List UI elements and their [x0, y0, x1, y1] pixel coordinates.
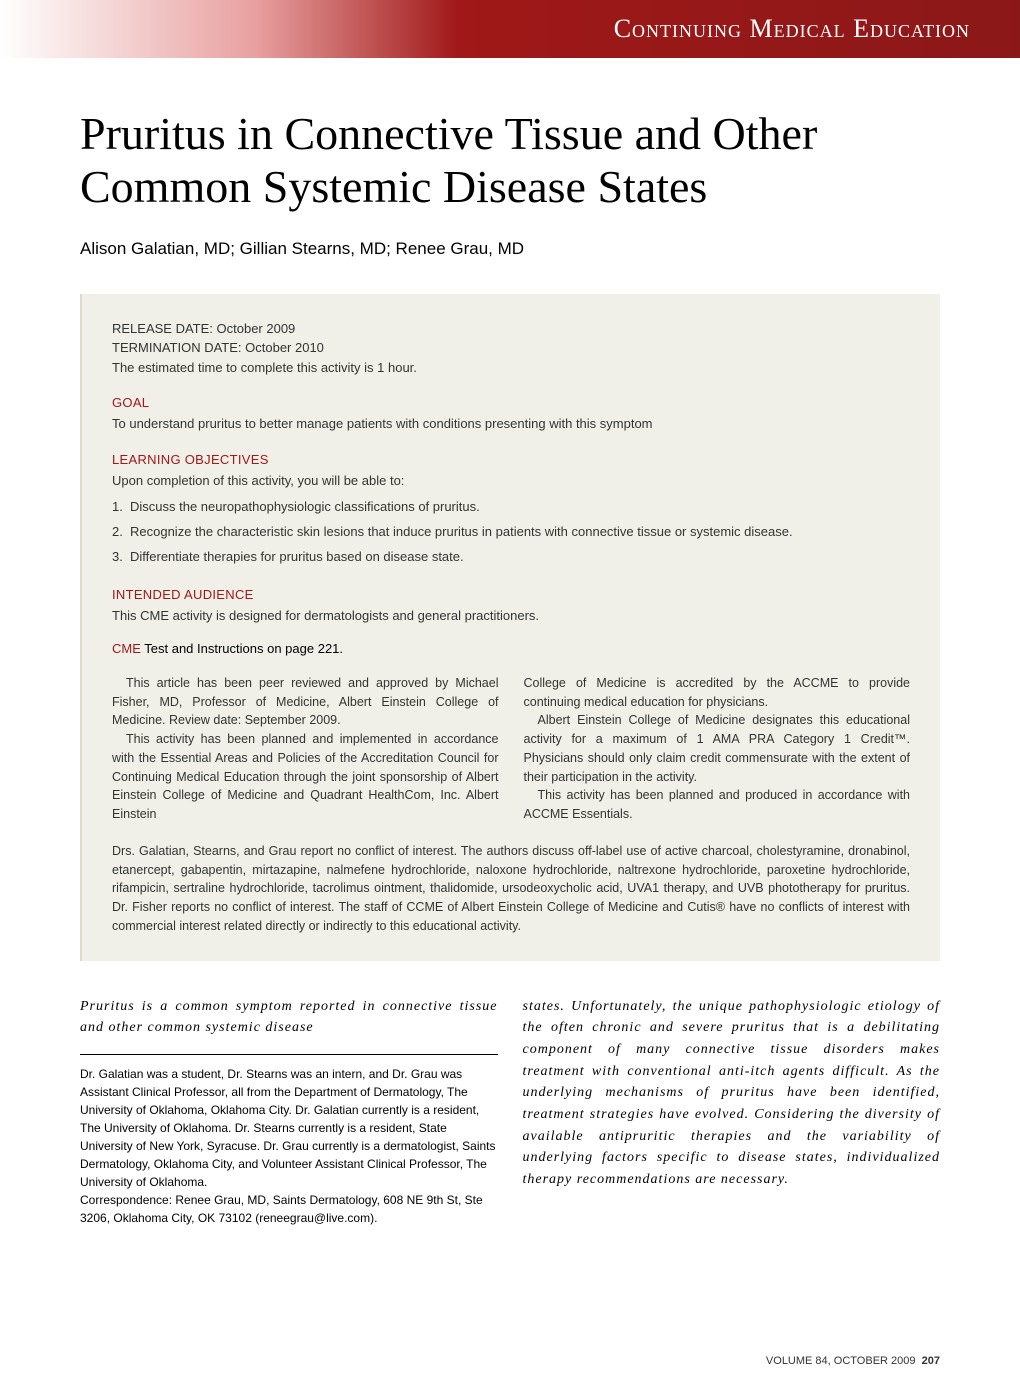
abstract-right-column: states. Unfortunately, the unique pathop… [523, 996, 941, 1227]
objective-item: 3.Differentiate therapies for pruritus b… [112, 545, 910, 570]
learning-objectives-heading: LEARNING OBJECTIVES [112, 452, 910, 467]
authors: Alison Galatian, MD; Gillian Stearns, MD… [80, 239, 940, 259]
accreditation-para: This activity has been planned and produ… [524, 786, 911, 824]
abstract-left-column: Pruritus is a common symptom reported in… [80, 996, 498, 1227]
cme-test-link: CME Test and Instructions on page 221. [112, 641, 910, 656]
cme-info-box: RELEASE DATE: October 2009 TERMINATION D… [80, 294, 940, 961]
accreditation-columns: This article has been peer reviewed and … [112, 674, 910, 824]
abstract-text-right: states. Unfortunately, the unique pathop… [523, 996, 941, 1191]
objective-item: 2.Recognize the characteristic skin lesi… [112, 520, 910, 545]
correspondence-text: Correspondence: Renee Grau, MD, Saints D… [80, 1191, 498, 1227]
intended-audience-heading: INTENDED AUDIENCE [112, 587, 910, 602]
volume-info: VOLUME 84, OCTOBER 2009 [766, 1355, 916, 1367]
abstract-text-left: Pruritus is a common symptom reported in… [80, 996, 498, 1039]
release-date: RELEASE DATE: October 2009 [112, 319, 910, 339]
accreditation-para: Albert Einstein College of Medicine desi… [524, 711, 911, 786]
accreditation-left: This article has been peer reviewed and … [112, 674, 499, 824]
objectives-list: 1.Discuss the neuropathophysiologic clas… [112, 495, 910, 569]
goal-heading: GOAL [112, 395, 910, 410]
learning-objectives-intro: Upon completion of this activity, you wi… [112, 471, 910, 491]
accreditation-para: This article has been peer reviewed and … [112, 674, 499, 730]
accreditation-para: College of Medicine is accredited by the… [524, 674, 911, 712]
affiliation-text: Dr. Galatian was a student, Dr. Stearns … [80, 1065, 498, 1191]
goal-text: To understand pruritus to better manage … [112, 414, 910, 434]
main-content: Pruritus in Connective Tissue and Other … [0, 108, 1020, 1227]
banner-title: Continuing Medical Education [614, 14, 970, 44]
objective-item: 1.Discuss the neuropathophysiologic clas… [112, 495, 910, 520]
divider [80, 1054, 498, 1055]
disclosure-text: Drs. Galatian, Stearns, and Grau report … [112, 842, 910, 936]
banner: Continuing Medical Education [0, 0, 1020, 58]
cme-label: CME [112, 641, 141, 656]
abstract-section: Pruritus is a common symptom reported in… [80, 996, 940, 1227]
termination-date: TERMINATION DATE: October 2010 [112, 338, 910, 358]
page-footer: VOLUME 84, OCTOBER 2009 207 [766, 1355, 940, 1367]
accreditation-right: College of Medicine is accredited by the… [524, 674, 911, 824]
estimated-time: The estimated time to complete this acti… [112, 358, 910, 378]
article-title: Pruritus in Connective Tissue and Other … [80, 108, 940, 214]
accreditation-para: This activity has been planned and imple… [112, 730, 499, 824]
page-number: 207 [922, 1355, 940, 1367]
cme-test-text: Test and Instructions on page 221. [141, 641, 343, 656]
intended-audience-text: This CME activity is designed for dermat… [112, 606, 910, 626]
